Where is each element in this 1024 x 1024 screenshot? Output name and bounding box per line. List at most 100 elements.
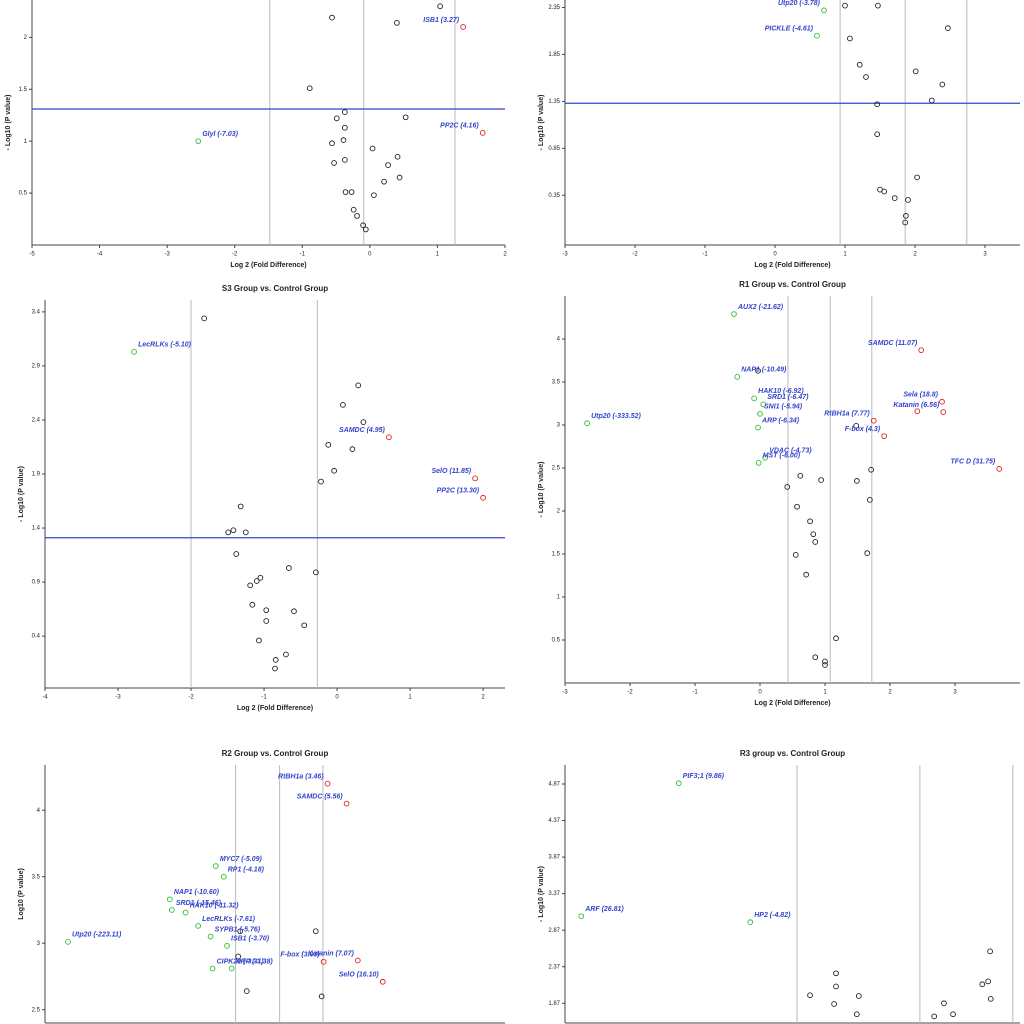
point-label: Utp20 (-223.11)	[72, 932, 122, 939]
x-tick-label: -3	[164, 252, 170, 258]
point-label: PICKLE (-4.61)	[765, 26, 814, 33]
y-tick-label: 0.9	[32, 580, 41, 586]
point-label: NAP1 (-10.60)	[174, 889, 220, 896]
y-tick-label: 4	[37, 808, 41, 814]
point-label: ARP (-6.34)	[761, 417, 800, 424]
point-label: F-box (4.3)	[845, 426, 881, 433]
data-point	[301, 622, 308, 629]
data-point	[325, 441, 332, 448]
data-point	[751, 395, 758, 402]
data-point	[249, 601, 256, 608]
data-point	[881, 188, 888, 195]
data-point	[868, 466, 875, 473]
data-point	[228, 965, 235, 972]
data-point	[987, 996, 994, 1002]
data-point	[903, 213, 909, 219]
x-tick-label: -4	[42, 695, 48, 701]
data-point	[342, 124, 348, 131]
data-point	[263, 607, 270, 614]
point-label: AUX2 (-21.62)	[737, 304, 784, 311]
data-point	[65, 939, 71, 945]
data-point	[195, 138, 202, 145]
y-tick-label: 1	[557, 595, 561, 601]
data-point	[941, 1000, 947, 1007]
data-point	[343, 800, 350, 807]
x-tick-label: -2	[632, 252, 638, 258]
y-tick-label: 0.5	[19, 191, 28, 197]
data-point	[734, 373, 741, 380]
data-point	[396, 174, 403, 181]
data-point	[381, 178, 387, 185]
x-axis-label: Log 2 (Fold Difference)	[754, 700, 830, 707]
data-point	[342, 109, 348, 115]
y-tick-label: 4.87	[548, 782, 560, 788]
data-point	[329, 140, 335, 147]
x-tick-label: 0	[758, 690, 762, 696]
y-tick-label: 2.35	[548, 5, 560, 11]
data-point	[803, 571, 810, 578]
data-point	[855, 993, 862, 999]
data-point	[331, 467, 337, 474]
x-tick-label: 2	[481, 695, 485, 701]
data-point	[996, 466, 1003, 472]
data-point	[306, 85, 313, 92]
y-tick-label: 3.5	[32, 874, 41, 880]
data-point	[355, 382, 362, 389]
x-tick-label: 1	[823, 690, 827, 696]
data-point	[235, 953, 242, 960]
data-point	[237, 503, 244, 510]
x-tick-label: -4	[97, 252, 103, 258]
point-label: SAMDC (5.56)	[297, 793, 344, 800]
point-label: ARP (-3.38)	[235, 958, 274, 965]
data-point	[985, 978, 992, 985]
x-tick-label: 2	[503, 252, 507, 258]
y-tick-label: 2.5	[32, 1007, 41, 1013]
data-point	[342, 157, 348, 163]
y-tick-label: 1.35	[548, 99, 560, 105]
data-point	[755, 459, 762, 466]
point-label: SAMDC (11.07)	[868, 340, 918, 347]
x-tick-label: 0	[368, 252, 372, 258]
data-point	[237, 928, 244, 935]
data-point	[810, 531, 817, 538]
y-tick-label: 2	[557, 509, 561, 515]
y-tick-label: 4.37	[548, 818, 560, 824]
y-axis-label: - Log10 (P value)	[538, 866, 545, 922]
y-axis-label: Log10 (P value)	[18, 868, 25, 920]
y-tick-label: 1.9	[32, 472, 41, 478]
x-tick-label: -3	[562, 252, 568, 258]
data-point	[340, 137, 347, 143]
point-label: ISB1 (3.27)	[423, 17, 459, 24]
x-tick-label: -3	[562, 690, 568, 696]
data-point	[243, 988, 250, 994]
y-tick-label: 1	[24, 139, 28, 145]
data-point	[360, 419, 367, 425]
y-tick-label: 1.85	[548, 52, 560, 58]
data-point	[371, 192, 377, 199]
y-tick-label: 4	[557, 337, 561, 343]
data-point	[472, 475, 478, 482]
data-point	[760, 401, 767, 408]
data-point	[207, 933, 214, 940]
data-point	[755, 424, 761, 431]
data-point	[807, 518, 813, 525]
point-label: Utp20 (-333.52)	[591, 413, 641, 420]
data-point	[818, 477, 824, 483]
data-point	[784, 484, 791, 490]
data-point	[792, 552, 799, 558]
point-label: VDAC (-4.73)	[769, 448, 812, 455]
data-point	[324, 780, 331, 787]
data-point	[833, 635, 839, 642]
x-tick-label: 2	[913, 252, 917, 258]
data-point	[875, 2, 881, 9]
point-label: HAK10 (-6.92)	[758, 388, 804, 395]
data-point	[225, 529, 232, 536]
data-point	[209, 965, 216, 972]
chart-title: R1 Group vs. Control Group	[739, 280, 846, 289]
data-point	[847, 35, 853, 42]
x-tick-label: 2	[888, 690, 892, 696]
data-point	[812, 539, 819, 545]
y-tick-label: 2.9	[32, 364, 41, 370]
data-point	[385, 162, 391, 168]
point-label: MST (-6.00)	[763, 453, 801, 460]
